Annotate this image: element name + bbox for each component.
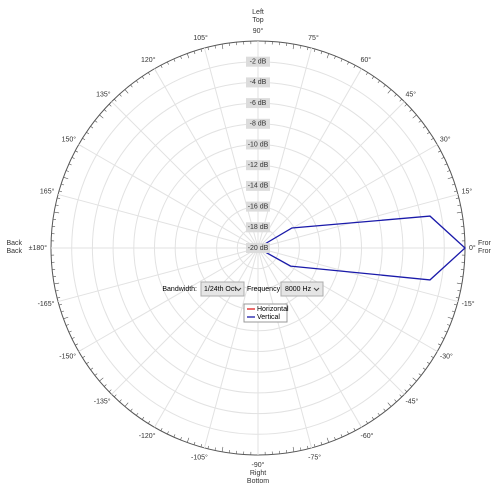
db-label-bg bbox=[246, 139, 270, 150]
angle-label: 165° bbox=[40, 188, 55, 196]
angle-label: 120° bbox=[141, 56, 156, 64]
angle-label: -150° bbox=[59, 352, 76, 360]
angle-label: -165° bbox=[38, 300, 55, 308]
db-label: -2 dB bbox=[250, 59, 267, 66]
db-label: -6 dB bbox=[250, 100, 267, 107]
direction-label: Right bbox=[250, 470, 266, 477]
db-label-bg bbox=[246, 222, 270, 233]
angle-label: -120° bbox=[139, 432, 156, 440]
series-line bbox=[257, 215, 466, 281]
db-label-bg bbox=[246, 180, 270, 191]
db-label-bg bbox=[246, 77, 270, 88]
bandwidth-value: 1/24th Oct bbox=[204, 286, 236, 293]
marks bbox=[257, 215, 466, 281]
angle-label: 90° bbox=[253, 27, 264, 35]
angle-label: -15° bbox=[462, 300, 475, 308]
db-label-bg bbox=[246, 98, 270, 109]
direction-label: Top bbox=[252, 17, 263, 24]
db-label-bg bbox=[246, 243, 270, 253]
angle-label: 15° bbox=[462, 188, 473, 196]
angle-label: 75° bbox=[308, 34, 319, 42]
angle-label: -135° bbox=[94, 397, 111, 405]
direction-label: Front bbox=[478, 240, 491, 247]
angle-label: -45° bbox=[405, 397, 418, 405]
frequency-select[interactable] bbox=[280, 281, 324, 297]
angle-label: 45° bbox=[405, 90, 416, 98]
db-label: -8 dB bbox=[250, 121, 267, 128]
legend-label: Horizontal bbox=[257, 306, 289, 313]
angle-label: 105° bbox=[193, 34, 208, 42]
db-label-bg bbox=[246, 201, 270, 212]
angle-label: ±180° bbox=[29, 244, 48, 252]
angle-label: 30° bbox=[440, 135, 451, 143]
db-label: -20 dB bbox=[248, 245, 269, 252]
angle-label: 150° bbox=[62, 135, 77, 143]
frequency-label: Frequency: bbox=[247, 286, 282, 293]
db-label-bg bbox=[246, 56, 270, 67]
bandwidth-select[interactable] bbox=[200, 281, 245, 297]
direction-label: Left bbox=[252, 9, 264, 16]
angle-label: -60° bbox=[361, 432, 374, 440]
angle-label: -30° bbox=[440, 352, 453, 360]
direction-label: Front bbox=[478, 248, 491, 255]
angle-label: -105° bbox=[191, 453, 208, 461]
db-label: -16 dB bbox=[248, 203, 269, 210]
direction-label: Back bbox=[6, 240, 22, 247]
angle-label: -75° bbox=[308, 453, 321, 461]
db-label-bg bbox=[246, 160, 270, 171]
angle-label: 60° bbox=[361, 56, 372, 64]
direction-label: Bottom bbox=[247, 478, 269, 484]
frequency-value: 8000 Hz bbox=[285, 286, 312, 293]
bandwidth-label: Bandwidth: bbox=[162, 286, 197, 293]
dropdown-arrow bbox=[313, 287, 320, 292]
labels: 0° 15° 30° 45° 60° 75° 90° 105° 120° 135° 150° 165°… bbox=[6, 9, 491, 484]
db-label: -4 dB bbox=[250, 79, 267, 86]
legend-label: Vertical bbox=[257, 314, 280, 321]
direction-label: Back bbox=[6, 248, 22, 255]
db-label-bg bbox=[246, 118, 270, 129]
dropdown-arrow bbox=[235, 287, 242, 292]
angle-label: 135° bbox=[96, 90, 111, 98]
db-label: -18 dB bbox=[248, 224, 269, 231]
db-label: -12 dB bbox=[248, 162, 269, 169]
db-label: -10 dB bbox=[248, 141, 269, 148]
angle-label: 0° bbox=[469, 244, 476, 252]
db-label: -14 dB bbox=[248, 183, 269, 190]
angle-label: -90° bbox=[252, 461, 265, 469]
